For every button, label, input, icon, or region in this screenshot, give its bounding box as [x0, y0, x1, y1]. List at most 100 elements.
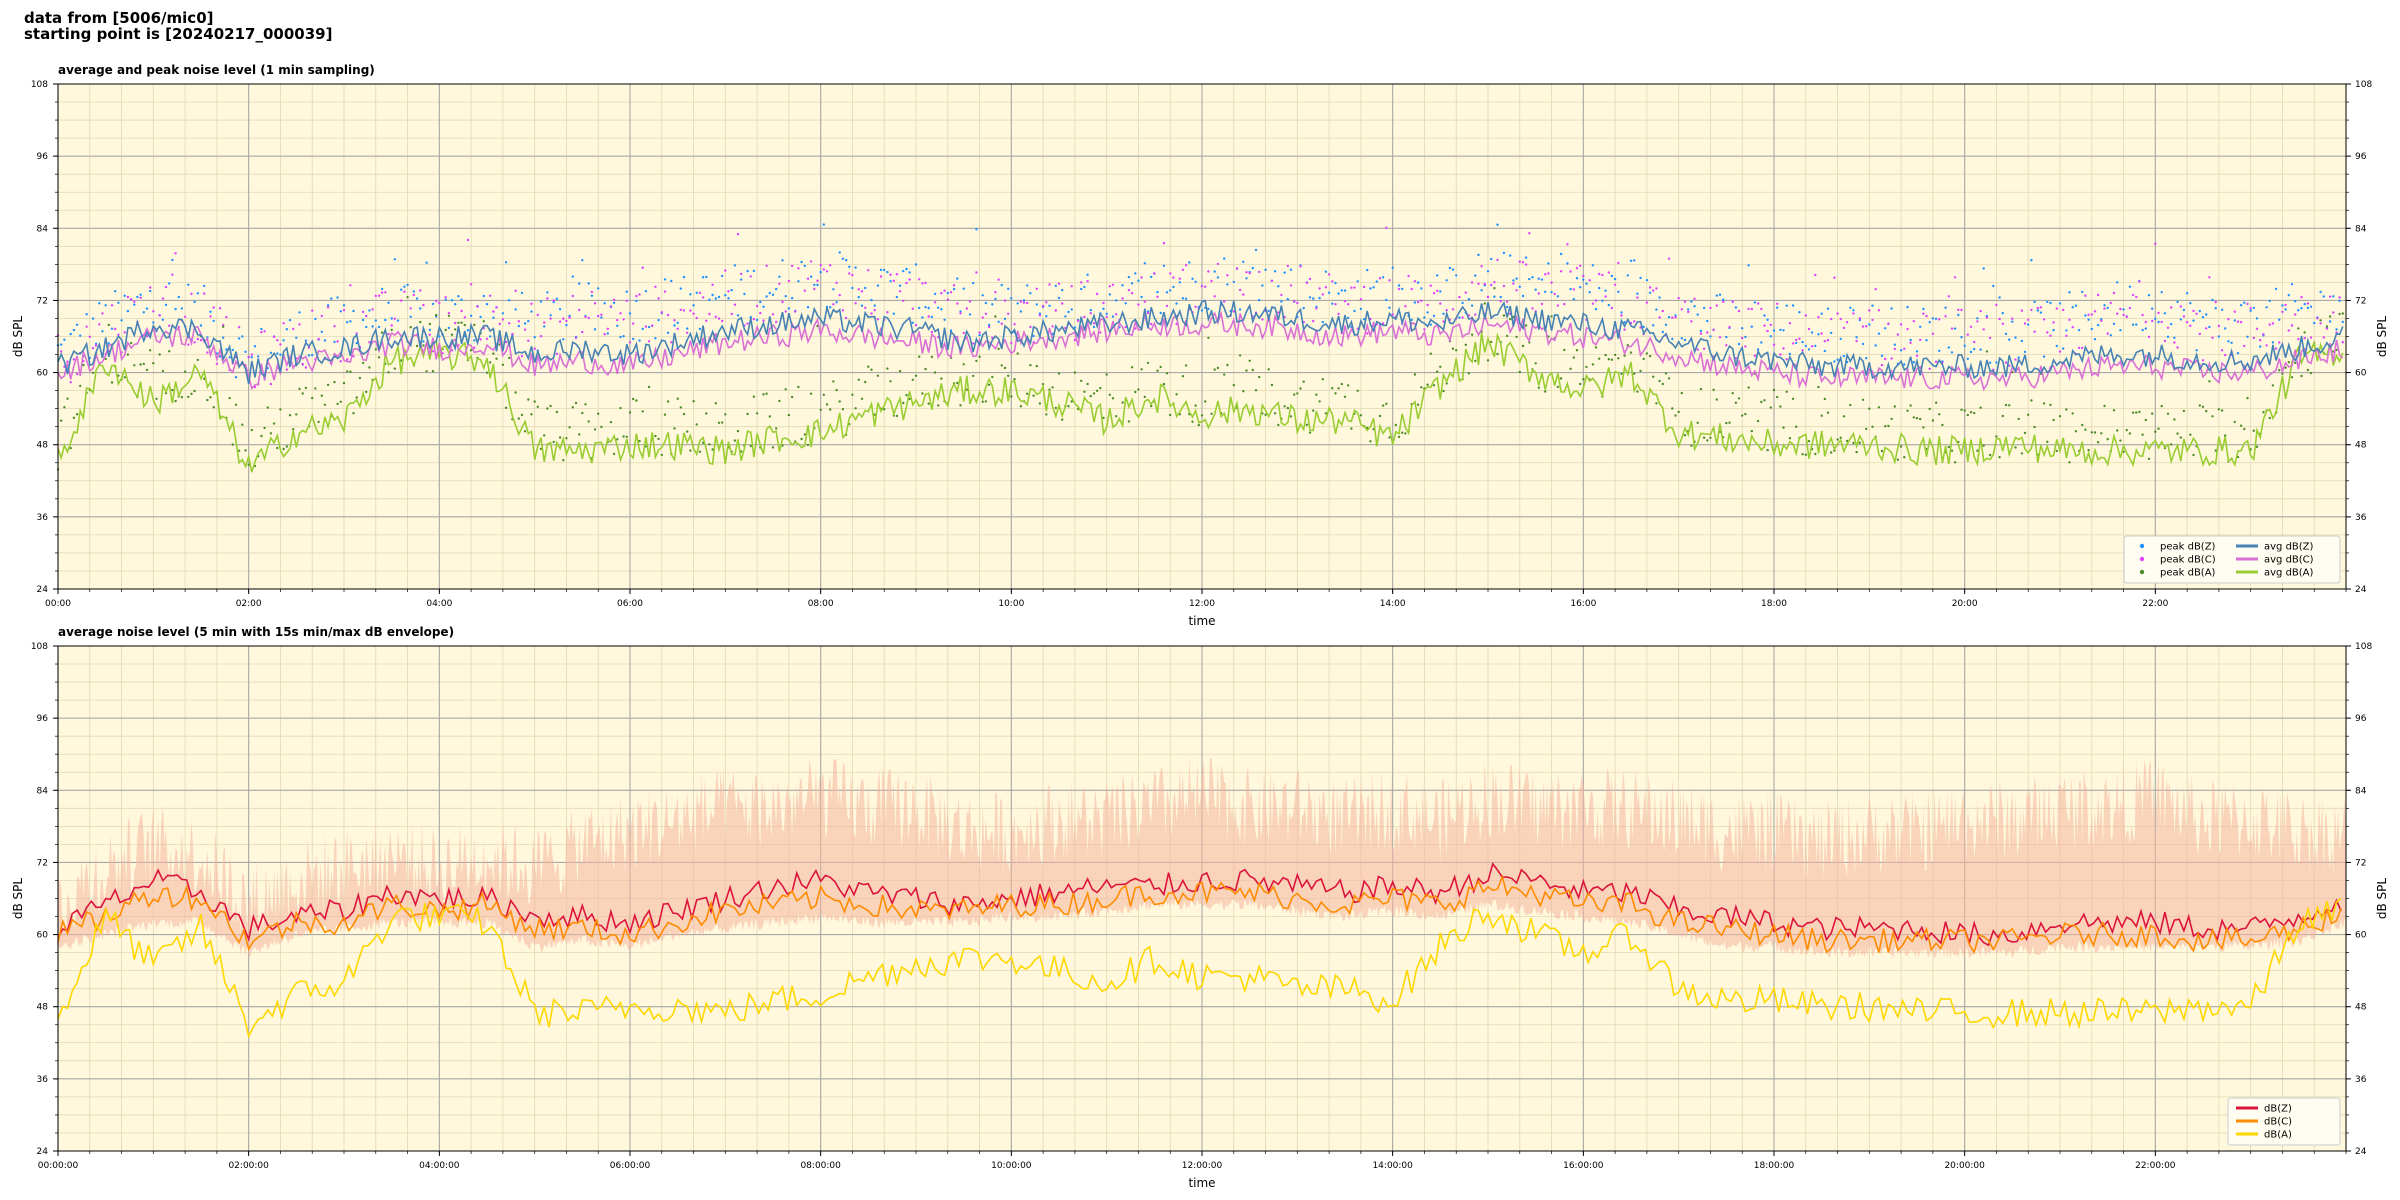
peak-point [250, 356, 253, 359]
peak-point [927, 306, 930, 310]
x-tick-label: 18:00 [1761, 599, 1787, 609]
peak-point [2246, 302, 2249, 306]
peak-point [921, 282, 924, 285]
x-tick-label: 06:00:00 [610, 1161, 651, 1171]
peak-point [1420, 287, 1423, 290]
peak-point [930, 330, 934, 334]
peak-point [816, 279, 819, 282]
peak-point [1877, 332, 1881, 335]
peak-point [1887, 424, 1890, 428]
peak-point [307, 354, 311, 357]
peak-point [387, 332, 390, 336]
peak-point [199, 338, 203, 342]
y-tick-label-right: 108 [2355, 80, 2372, 90]
peak-point [1960, 336, 1963, 339]
peak-point [476, 305, 479, 308]
peak-point [1512, 282, 1515, 285]
peak-point [2068, 461, 2071, 464]
peak-point [2233, 310, 2236, 313]
peak-point [1639, 326, 1642, 329]
peak-point [1261, 318, 1264, 321]
peak-point [269, 432, 273, 435]
peak-point [873, 413, 876, 416]
peak-point [1664, 372, 1668, 375]
peak-point [965, 388, 968, 391]
peak-point [902, 299, 905, 302]
peak-point [1985, 316, 1989, 319]
peak-point [1134, 390, 1137, 394]
peak-point [1839, 337, 1842, 341]
peak-point [1035, 287, 1039, 290]
peak-point [1045, 413, 1048, 416]
peak-point [2274, 287, 2278, 291]
peak-point [1982, 328, 1985, 331]
peak-point [1496, 223, 1499, 226]
peak-point [1232, 310, 1236, 313]
peak-point [1410, 318, 1413, 322]
peak-point [1572, 298, 1576, 301]
peak-point [1909, 341, 1912, 344]
peak-point [711, 293, 714, 297]
peak-point [492, 316, 495, 319]
peak-point [2144, 320, 2147, 324]
peak-point [2106, 332, 2109, 335]
peak-point [2157, 320, 2160, 324]
peak-point [2309, 336, 2313, 339]
peak-point [2300, 374, 2303, 378]
peak-point [2023, 350, 2027, 354]
peak-point [1906, 327, 1909, 331]
peak-point [692, 304, 695, 307]
peak-point [2233, 420, 2236, 424]
y-tick-label-right: 96 [2355, 714, 2367, 724]
legend-marker-dot [2139, 569, 2145, 575]
peak-point [2290, 283, 2294, 286]
peak-point [1258, 270, 1261, 274]
peak-point [1903, 363, 1906, 366]
peak-point [838, 400, 841, 403]
peak-point [2154, 317, 2157, 320]
peak-point [886, 311, 889, 314]
peak-point [276, 446, 279, 450]
peak-point [1289, 268, 1293, 271]
peak-point [2033, 300, 2036, 304]
peak-point [2325, 325, 2329, 328]
peak-point [1801, 340, 1804, 344]
peak-point [69, 381, 72, 384]
legend-box [2123, 535, 2341, 584]
peak-point [63, 338, 66, 341]
peak-point [2332, 295, 2335, 298]
peak-point [2112, 322, 2116, 325]
peak-point [1582, 378, 1585, 381]
peak-point [1416, 403, 1420, 406]
peak-point [1026, 301, 1029, 305]
peak-point [638, 339, 641, 342]
peak-point [1931, 332, 1935, 335]
peak-point [1544, 390, 1547, 393]
peak-point [1124, 302, 1127, 305]
peak-point [1273, 412, 1277, 415]
peak-point [565, 319, 568, 323]
x-tick-label: 02:00 [236, 599, 262, 609]
peak-point [196, 292, 199, 295]
peak-point [454, 303, 457, 306]
peak-point [2119, 329, 2122, 332]
peak-point [968, 300, 972, 303]
peak-point [2341, 320, 2344, 324]
peak-point [762, 393, 765, 396]
x-tick-label: 20:00:00 [1944, 1161, 1985, 1171]
peak-point [1404, 432, 1407, 435]
peak-point [809, 260, 813, 263]
peak-point [527, 319, 530, 323]
peak-point [1645, 279, 1649, 282]
peak-point [762, 319, 765, 322]
peak-point [2042, 318, 2046, 321]
peak-point [593, 302, 597, 305]
peak-point [768, 415, 771, 418]
peak-point [851, 273, 854, 277]
peak-point [959, 404, 962, 407]
peak-point [2119, 439, 2122, 442]
peak-point [298, 323, 301, 326]
peak-point [244, 449, 247, 452]
peak-point [1947, 346, 1951, 349]
peak-point [193, 300, 196, 304]
